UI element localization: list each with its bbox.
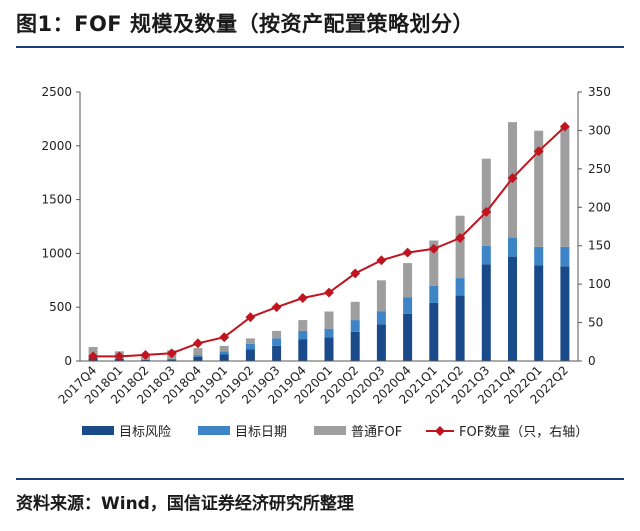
fof-chart: 0 500 1000 1500 2000 2500 0 50 100 150 200 250 300 35…	[41, 85, 611, 440]
fof-count-point-2020Q2	[350, 268, 361, 279]
bar-2-2018Q4	[193, 355, 203, 357]
fof-count-point-2019Q3	[271, 302, 282, 313]
bar-2-2020Q2	[350, 320, 360, 332]
y-left-tick-label: 1500	[41, 193, 72, 207]
bar-3-2022Q2	[560, 127, 570, 247]
bar-1-2019Q1	[219, 354, 229, 361]
bar-1-2018Q3	[167, 359, 177, 361]
bar-1-2021Q3	[481, 264, 491, 361]
bar-2-2019Q2	[245, 343, 255, 350]
line-layer	[88, 121, 570, 362]
y-left-tick-label: 1000	[41, 246, 72, 260]
bar-2-2022Q2	[560, 246, 570, 267]
fof-count-point-2018Q4	[192, 338, 203, 349]
legend-swatch-2	[198, 426, 230, 435]
bar-3-2021Q3	[481, 158, 491, 246]
bar-3-2019Q3	[272, 330, 282, 339]
bar-1-2018Q2	[141, 359, 150, 361]
bar-1-2020Q3	[376, 324, 386, 361]
legend-label-1: 目标风险	[119, 425, 171, 440]
bar-2-2020Q3	[376, 311, 386, 325]
bar-3-2019Q4	[298, 320, 308, 331]
bar-1-2021Q2	[455, 295, 465, 361]
bar-1-2019Q3	[272, 345, 282, 361]
bar-1-2020Q2	[350, 331, 360, 361]
legend-label-4: FOF数量（只，右轴）	[459, 425, 588, 440]
fof-count-point-2022Q1	[533, 146, 544, 157]
legend: 目标风险 目标日期 普通FOF FOF数量（只，右轴）	[82, 425, 588, 440]
bar-1-2022Q2	[560, 266, 570, 361]
bar-1-2020Q1	[324, 337, 334, 361]
legend-swatch-marker	[435, 426, 445, 436]
bar-2-2019Q4	[298, 330, 308, 340]
bar-3-2022Q1	[534, 130, 544, 247]
fof-count-point-2021Q2	[455, 233, 466, 243]
fof-count-point-2019Q4	[297, 293, 308, 303]
y-right-tick-label: 0	[588, 354, 596, 368]
fof-count-point-2020Q3	[376, 255, 387, 266]
fof-count-point-2018Q3	[166, 348, 177, 359]
bar-1-2021Q4	[508, 256, 517, 361]
y-right-tick-label: 100	[588, 277, 611, 291]
bar-2-2021Q2	[455, 278, 465, 296]
y-right-tick-label: 50	[588, 316, 603, 330]
bar-3-2019Q1	[219, 345, 229, 352]
source-note: 资料来源：Wind，国信证券经济研究所整理	[16, 494, 354, 514]
legend-swatch-1	[82, 426, 114, 435]
bar-3-2020Q3	[376, 280, 386, 312]
legend-label-3: 普通FOF	[351, 425, 402, 440]
bar-2-2021Q1	[429, 285, 439, 303]
fof-count-point-2020Q1	[324, 287, 334, 298]
y-right-tick-label: 150	[588, 239, 611, 253]
y-right-tick-label: 250	[588, 162, 611, 176]
y-left-tick-label: 2000	[41, 139, 72, 153]
fof-count-point-2021Q4	[507, 173, 518, 184]
y-left-tick-label: 2500	[41, 85, 72, 99]
bar-3-2020Q4	[403, 263, 413, 298]
bar-3-2021Q1	[429, 240, 439, 286]
bar-2-2021Q3	[481, 245, 491, 265]
fof-count-point-2019Q2	[245, 312, 256, 323]
title-rule	[16, 46, 624, 48]
fof-count-point-2020Q4	[402, 247, 413, 258]
bar-1-2019Q4	[298, 339, 308, 361]
bar-2-2018Q3	[167, 358, 177, 360]
bar-2-2020Q4	[403, 297, 413, 314]
bar-2-2022Q1	[534, 246, 544, 266]
bar-1-2018Q4	[193, 356, 203, 361]
y-right-tick-label: 200	[588, 200, 611, 214]
bar-3-2021Q2	[455, 215, 465, 279]
legend-swatch-3	[314, 426, 346, 435]
y-left-tick-label: 500	[49, 300, 72, 314]
bar-1-2022Q1	[534, 265, 544, 361]
bar-2-2019Q3	[272, 338, 282, 346]
source-rule	[16, 478, 624, 480]
bar-3-2020Q1	[324, 311, 334, 329]
chart-title: 图1：FOF 规模及数量（按资产配置策略划分）	[16, 12, 474, 36]
bars-layer	[88, 122, 570, 361]
bar-2-2020Q1	[324, 328, 334, 338]
bar-2-2021Q4	[508, 237, 517, 257]
fof-count-point-2018Q2	[140, 349, 151, 360]
bar-1-2021Q1	[429, 302, 439, 361]
y-right-tick-label: 350	[588, 85, 611, 99]
fof-count-point-2021Q1	[428, 243, 439, 254]
y-right-tick-label: 300	[588, 123, 611, 137]
legend-label-2: 目标日期	[235, 425, 287, 440]
bar-3-2018Q4	[193, 348, 203, 356]
bar-2-2019Q1	[219, 351, 229, 355]
bar-3-2019Q2	[245, 338, 255, 344]
bar-3-2020Q2	[350, 301, 360, 321]
fof-count-point-2019Q1	[219, 332, 230, 343]
fof-count-point-2021Q3	[481, 206, 492, 217]
y-left-tick-label: 0	[64, 354, 72, 368]
bar-1-2020Q4	[403, 313, 413, 361]
fof-count-point-2022Q2	[559, 121, 570, 132]
bar-1-2019Q2	[245, 349, 255, 361]
